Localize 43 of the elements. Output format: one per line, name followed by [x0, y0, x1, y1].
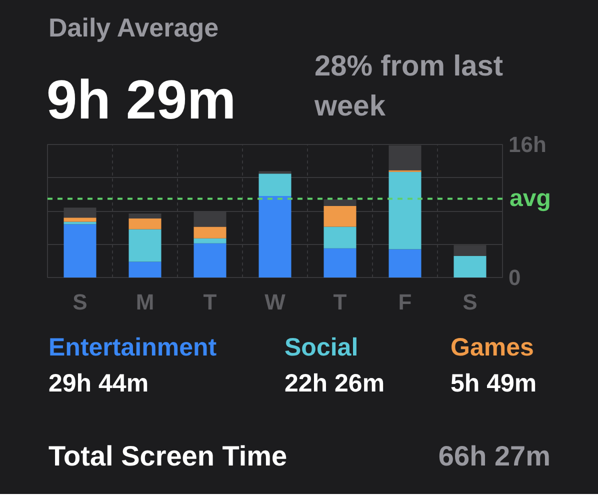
x-tick-label: S	[462, 290, 478, 314]
x-tick-label: T	[333, 290, 348, 314]
x-tick-label: S	[72, 290, 88, 314]
bar	[194, 238, 226, 244]
bar	[324, 199, 356, 206]
bar	[128, 218, 162, 230]
bar	[64, 222, 96, 224]
bar	[324, 206, 356, 227]
bar	[258, 196, 292, 278]
text: Social	[284, 334, 358, 362]
bar	[454, 256, 486, 278]
bar	[194, 226, 226, 238]
x-tick-label: F	[398, 290, 412, 314]
text: 29h 44m	[48, 370, 149, 398]
text: Total Screen Time	[48, 440, 288, 472]
text: 28% from last week	[314, 50, 504, 122]
bar	[64, 208, 96, 218]
bar	[128, 229, 162, 262]
x-tick-label: W	[264, 290, 286, 314]
bar	[128, 213, 162, 218]
bar	[64, 218, 96, 222]
x-tick-label: M	[136, 290, 154, 314]
bar	[324, 248, 356, 278]
text: 22h 26m	[284, 370, 385, 398]
chart-subtitle: 9h 29m	[46, 68, 236, 130]
chart-title: Daily Average	[48, 12, 219, 42]
bar	[258, 174, 292, 196]
text: 5h 49m	[450, 370, 537, 398]
bar	[64, 224, 96, 278]
y-tick-label: 16h	[508, 132, 546, 157]
x-tick-label: T	[203, 290, 218, 314]
y-tick-label: 0	[508, 265, 521, 290]
text: 66h 27m	[438, 440, 551, 472]
bar	[388, 172, 422, 250]
bar	[194, 243, 226, 278]
bar	[324, 226, 356, 248]
text: Entertainment	[48, 334, 218, 362]
ref-line-label: avg	[510, 185, 551, 212]
bar	[128, 262, 162, 278]
bar	[258, 171, 292, 174]
text: Games	[450, 334, 534, 362]
bar	[388, 249, 422, 278]
bar	[194, 211, 226, 227]
